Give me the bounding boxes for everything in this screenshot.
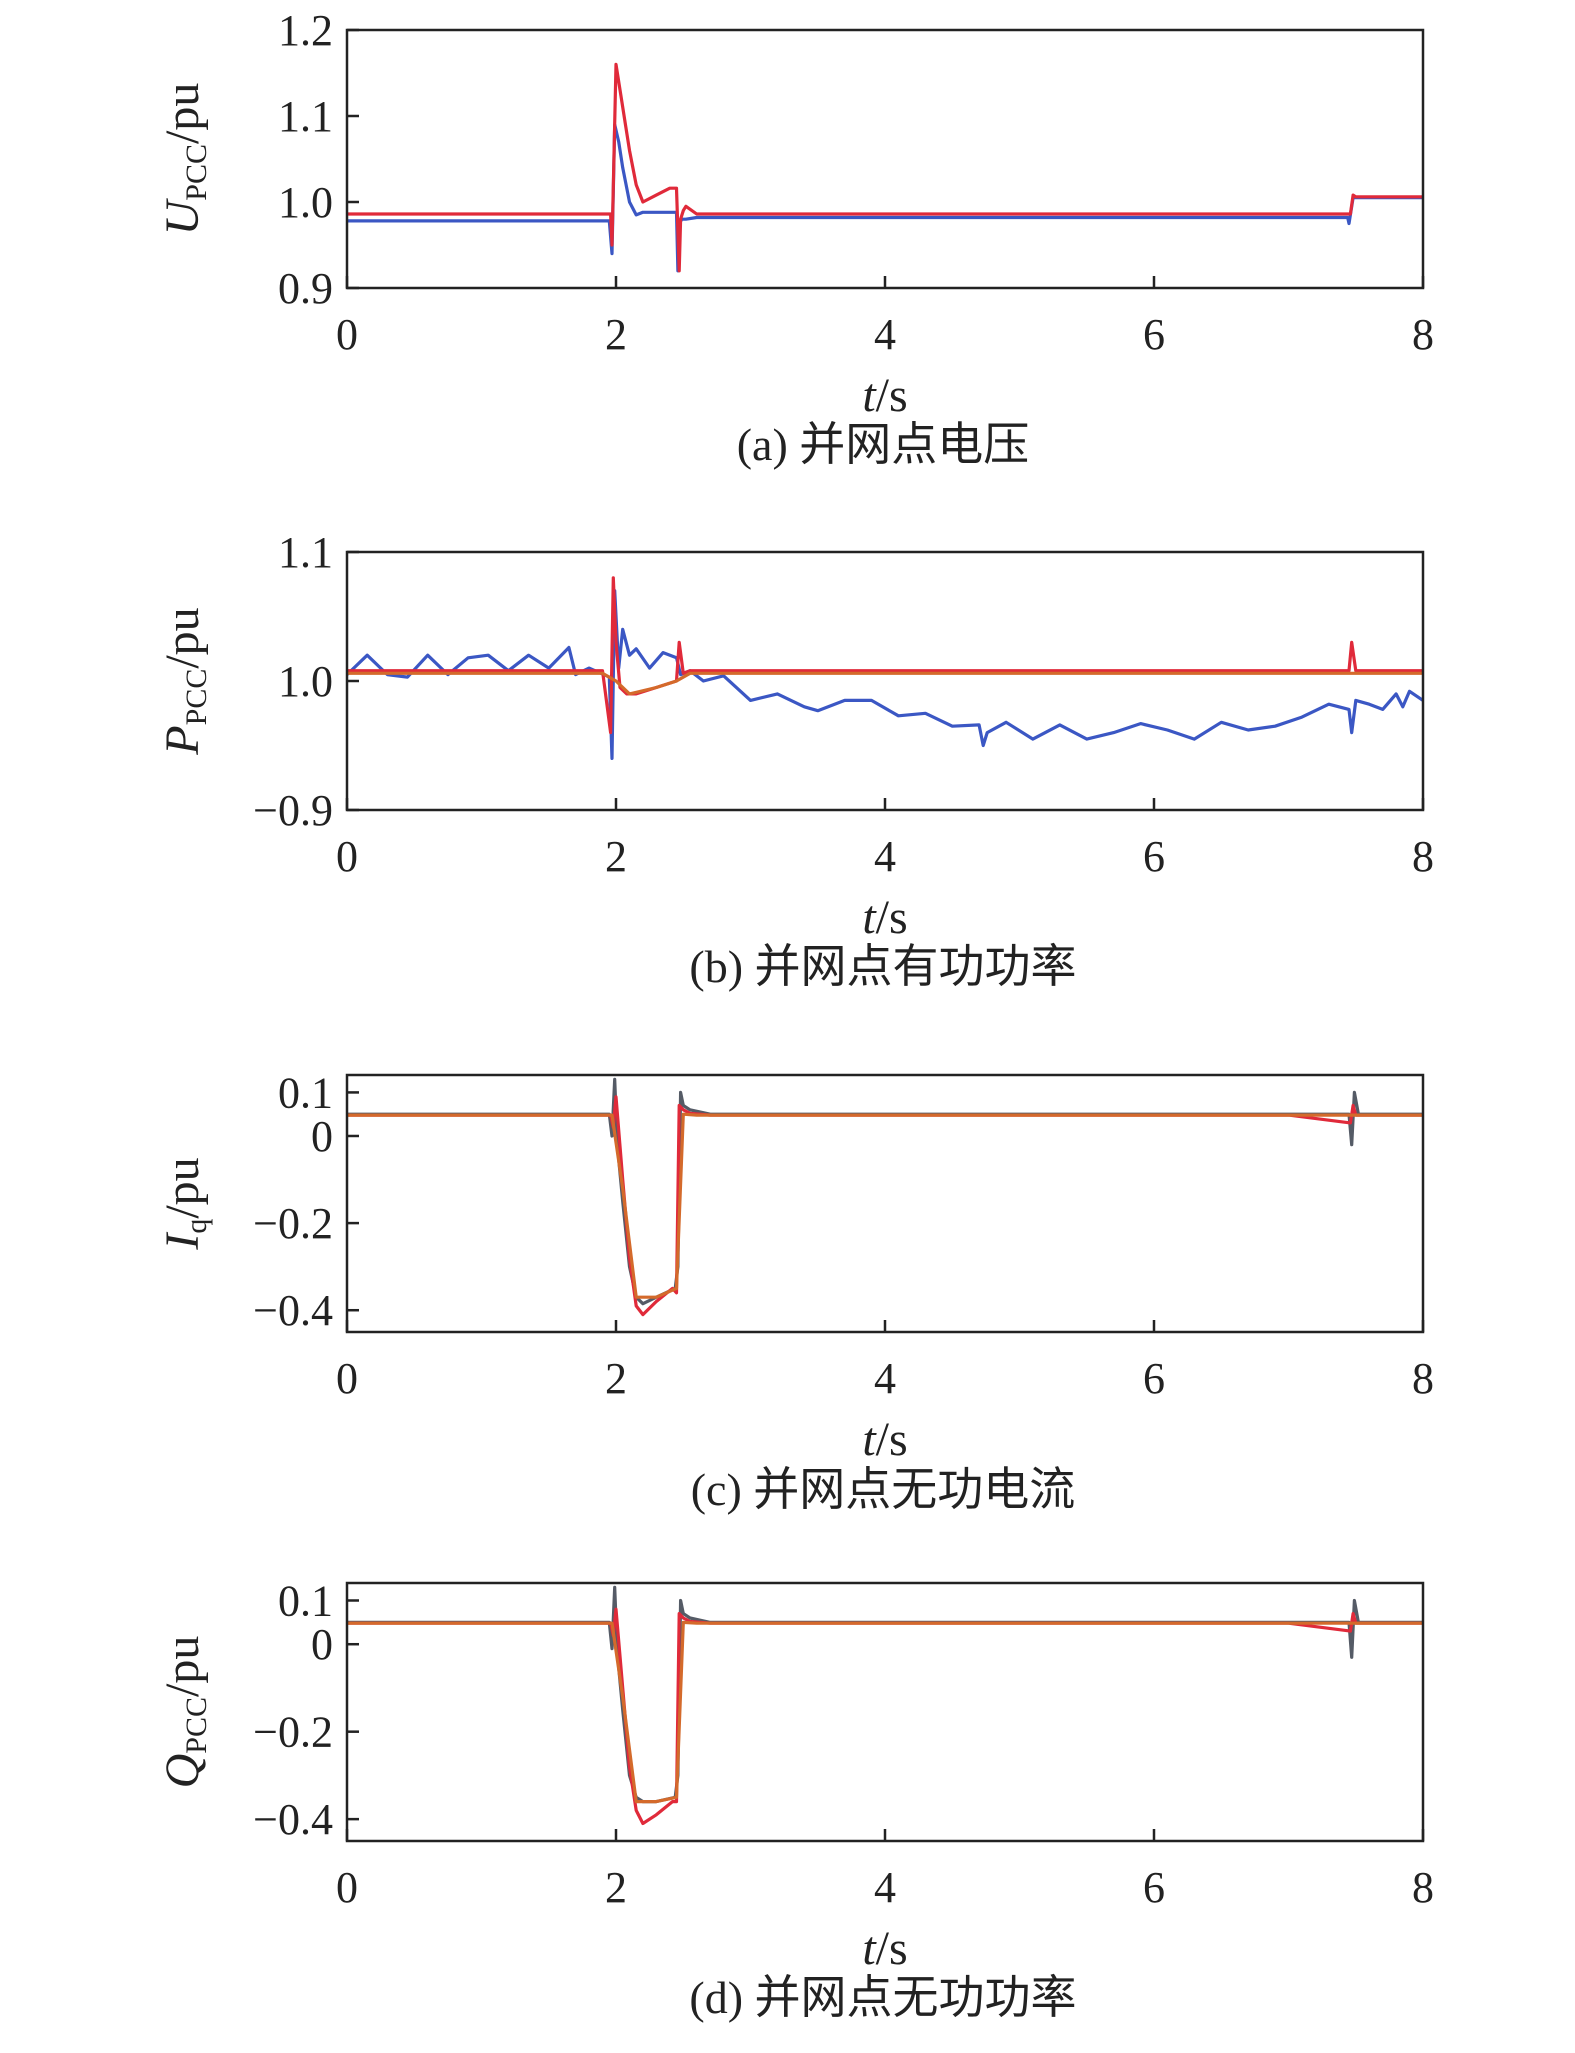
series-line-gray (347, 1077, 1423, 1306)
y-tick-label: −0.2 (253, 1199, 333, 1248)
x-tick-label: 0 (336, 832, 358, 881)
x-tick-label: 6 (1143, 310, 1165, 359)
x-tick-label: 8 (1412, 1354, 1434, 1403)
y-tick-label: −0.4 (253, 1795, 333, 1844)
y-tick-label: 0 (311, 1620, 333, 1669)
series-line-gray (347, 1585, 1423, 1804)
y-tick-label: 0.1 (278, 1576, 333, 1625)
x-tick-label: 0 (336, 310, 358, 359)
panel-1: 0 2 4 6 8 −0.9 1.0 1.1 PPCC/pu t/s(b) 并网点有功功率 (156, 528, 1434, 992)
y-tick-label: 0.1 (278, 1068, 333, 1117)
y-tick-label: 0 (311, 1112, 333, 1161)
x-tick-label: 4 (874, 832, 896, 881)
panel-2: 0 2 4 6 8−0.4−0.200.1Iq/put/s(c) 并网点无功电流 (156, 1068, 1434, 1515)
y-tick-label: −0.9 (253, 786, 333, 835)
x-tick-label: 2 (605, 310, 627, 359)
y-axis-label: QPCC/pu (156, 1636, 213, 1789)
y-tick-label: 0.9 (278, 264, 333, 313)
series-line-red (347, 1607, 1423, 1826)
plot-frame (345, 28, 1425, 290)
x-tick-label: 8 (1412, 832, 1434, 881)
plot-frame (345, 550, 1425, 812)
panel-caption: (c) 并网点无功电流 (691, 1464, 1076, 1515)
panel-caption: (b) 并网点有功功率 (689, 941, 1076, 992)
x-axis-label: t/s (862, 1922, 907, 1975)
series-line-red (347, 62, 1423, 273)
panel-0: 0 2 4 6 8 0.9 1.0 1.1 1.2 UPCC/pu t/s(a) 并网点电压 (156, 6, 1434, 470)
y-tick-label: 1.1 (278, 92, 333, 141)
x-tick-label: 6 (1143, 1354, 1165, 1403)
x-tick-label: 4 (874, 1863, 896, 1912)
y-tick-label: −0.4 (253, 1286, 333, 1335)
series-line-red (347, 1095, 1423, 1317)
x-tick-label: 8 (1412, 310, 1434, 359)
series-line-orange (347, 1112, 1423, 1299)
series-line-blue (347, 122, 1423, 273)
series-line-blue (345, 589, 1424, 761)
x-axis-label: t/s (862, 891, 907, 944)
y-tick-label: 1.0 (278, 178, 333, 227)
x-tick-label: 2 (605, 1354, 627, 1403)
x-tick-label: 4 (874, 1354, 896, 1403)
y-tick-label: 1.1 (278, 528, 333, 577)
y-tick-label: 1.0 (278, 657, 333, 706)
x-tick-label: 4 (874, 310, 896, 359)
x-tick-label: 8 (1412, 1863, 1434, 1912)
x-axis-label: t/s (862, 1413, 907, 1466)
y-axis-label: UPCC/pu (156, 83, 213, 236)
series-line-orange (347, 1620, 1423, 1804)
series-line-red (347, 576, 1423, 735)
y-tick-label: 1.2 (278, 6, 333, 55)
x-tick-label: 6 (1143, 832, 1165, 881)
x-tick-label: 2 (605, 832, 627, 881)
panel-caption: (d) 并网点无功功率 (689, 1972, 1076, 2023)
y-axis-label: Iq/pu (156, 1157, 213, 1250)
series-line-orange (347, 671, 1423, 696)
x-tick-label: 0 (336, 1354, 358, 1403)
x-tick-label: 6 (1143, 1863, 1165, 1912)
y-axis-label: PPCC/pu (156, 607, 213, 755)
x-axis-label: t/s (862, 369, 907, 422)
panel-caption: (a) 并网点电压 (737, 419, 1030, 470)
x-tick-label: 2 (605, 1863, 627, 1912)
y-tick-label: −0.2 (253, 1708, 333, 1757)
x-tick-label: 0 (336, 1863, 358, 1912)
